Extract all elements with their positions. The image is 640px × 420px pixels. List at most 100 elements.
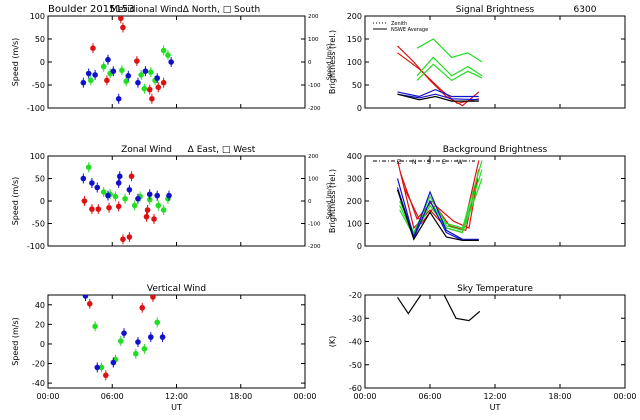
meridional-ytick-label: 0 [40, 58, 45, 67]
zonal-point [100, 189, 107, 195]
vertical-xtick-label: 06:00 [101, 392, 124, 401]
zonal-point [128, 173, 135, 180]
meridional-point [142, 68, 149, 74]
meridional-frame [47, 15, 306, 109]
zonal-y2tick-label: 200 [308, 154, 319, 160]
zonal-point [89, 206, 95, 212]
zonal-ytick-label: -100 [27, 242, 45, 251]
sky_temperature-xtick-label: 00:00 [613, 392, 636, 401]
zonal-ytick-label: -50 [32, 220, 45, 229]
vertical-xtick-label: 18:00 [229, 392, 252, 401]
meridional-point [125, 73, 132, 79]
background-series-line [396, 178, 479, 240]
signal-series-line [397, 93, 479, 102]
signal-ytick-label: 100 [347, 58, 362, 67]
meridional-point [118, 16, 124, 22]
meridional-point [138, 72, 144, 78]
background-legend-label: N [412, 159, 417, 166]
background-series-line [403, 178, 479, 229]
vertical-title: Vertical Wind [147, 284, 206, 294]
vertical-ytick-label: 40 [35, 301, 45, 310]
vertical-panel: Vertical Wind -40 -20 0 20 40 Speed (m/s) 00:00… [11, 284, 317, 412]
zonal-y2tick-label: -100 [308, 222, 321, 228]
meridional-ytick-label: 100 [30, 12, 45, 21]
zonal-point [146, 191, 153, 198]
zonal-point [81, 198, 88, 204]
zonal-y2tick-label: 0 [308, 199, 312, 205]
background-panel: Background Brightness 0 100 200 300 400 Bright… [328, 145, 626, 251]
meridional-marks [80, 16, 174, 104]
zonal-point [126, 234, 133, 240]
zonal-point [116, 173, 123, 180]
vertical-point [82, 295, 89, 299]
meridional-y2label: Speed (m/s) [326, 44, 333, 80]
meridional-point [123, 78, 129, 85]
vertical-point [121, 330, 127, 336]
zonal-point [135, 195, 141, 202]
background-legend-label: S [427, 159, 431, 166]
meridional-point [155, 84, 162, 91]
meridional-ytick-label: 50 [35, 35, 45, 44]
zonal-point [105, 192, 111, 199]
zonal-y2label: Speed (m/s) [326, 183, 333, 219]
zonal-point [115, 180, 122, 186]
zonal-ytick-label: 50 [35, 175, 45, 184]
signal-series-line [416, 38, 483, 63]
background-series-line [396, 189, 479, 241]
meridional-point [160, 79, 167, 86]
signal-series-line [397, 52, 479, 105]
zonal-point [94, 184, 101, 191]
sky_temperature-ytick-label: -30 [349, 314, 362, 323]
meridional-point [104, 77, 110, 84]
zonal-legend-text: Δ East, □ West [188, 145, 256, 155]
meridional-point [90, 45, 96, 51]
signal-ytick-label: 150 [347, 35, 362, 44]
vertical-point [150, 295, 156, 300]
sky_temperature-xtick-label: 18:00 [548, 392, 571, 401]
vertical-point [94, 364, 101, 371]
sky_temperature-frame [364, 294, 626, 389]
meridional-point [134, 58, 140, 64]
signal-series-line [397, 45, 480, 107]
background-ytick-label: 400 [347, 152, 362, 161]
zonal-point [146, 196, 153, 203]
sky_temperature-xlabel: UT [490, 403, 501, 412]
meridional-point [149, 96, 155, 102]
vertical-point [135, 339, 141, 345]
meridional-point [88, 77, 94, 84]
sky_temperature-ytick-label: -50 [349, 361, 362, 370]
meridional-point [160, 47, 167, 54]
vertical-xtick-label: 00:00 [36, 392, 59, 401]
background-title: Background Brightness [443, 145, 548, 155]
signal-title-right: 6300 [574, 5, 597, 15]
background-ytick-label: 300 [347, 175, 362, 184]
meridional-point [135, 79, 141, 86]
signal-ytick-label: 0 [357, 104, 362, 113]
sky_temperature-xtick-label: 12:00 [483, 392, 506, 401]
zonal-marks [80, 162, 172, 245]
sky_temperature-xtick-label: 06:00 [418, 392, 441, 401]
sky_temperature-ytick-label: -20 [349, 291, 362, 300]
meridional-point [168, 59, 174, 65]
meridional-point [141, 85, 148, 92]
zonal-ytick-label: 0 [40, 197, 45, 206]
meridional-y2tick-label: -200 [308, 106, 321, 112]
meridional-point [105, 56, 111, 63]
zonal-point [85, 164, 92, 171]
meridional-ytick-label: -100 [27, 104, 45, 113]
meridional-title: Meridional Wind [110, 5, 182, 15]
signal-marks [397, 38, 483, 107]
vertical-ylabel: Speed (m/s) [11, 317, 20, 366]
background-ytick-label: 100 [347, 220, 362, 229]
zonal-point [166, 192, 172, 199]
signal-ytick-label: 200 [347, 12, 362, 21]
vertical-point [139, 304, 146, 311]
meridional-y2tick-label: 100 [308, 37, 319, 43]
vertical-xtick-label: 12:00 [165, 392, 188, 401]
sky_temperature-title: Sky Temperature [457, 284, 533, 294]
meridional-point [154, 75, 161, 81]
vertical-point [118, 338, 124, 344]
vertical-point [98, 364, 105, 371]
signal-panel: Signal Brightness 6300 0 50 100 150 200 Brightn… [328, 5, 626, 113]
meridional-point [85, 70, 92, 77]
